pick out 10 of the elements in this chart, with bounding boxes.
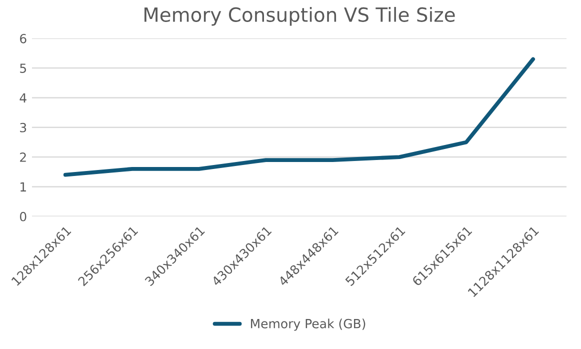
y-tick-label: 5 <box>20 64 26 73</box>
y-tick-label: 0 <box>20 212 26 222</box>
legend-label: Memory Peak (GB) <box>250 318 366 331</box>
chart-title: Memory Consuption VS Tile Size <box>144 6 455 26</box>
line-series <box>63 57 536 177</box>
y-tick-label: 3 <box>20 122 26 132</box>
y-tick-label: 4 <box>20 93 26 102</box>
y-tick-label: 1 <box>20 182 26 192</box>
y-tick-label: 2 <box>20 152 26 162</box>
y-tick-label: 6 <box>20 34 26 44</box>
